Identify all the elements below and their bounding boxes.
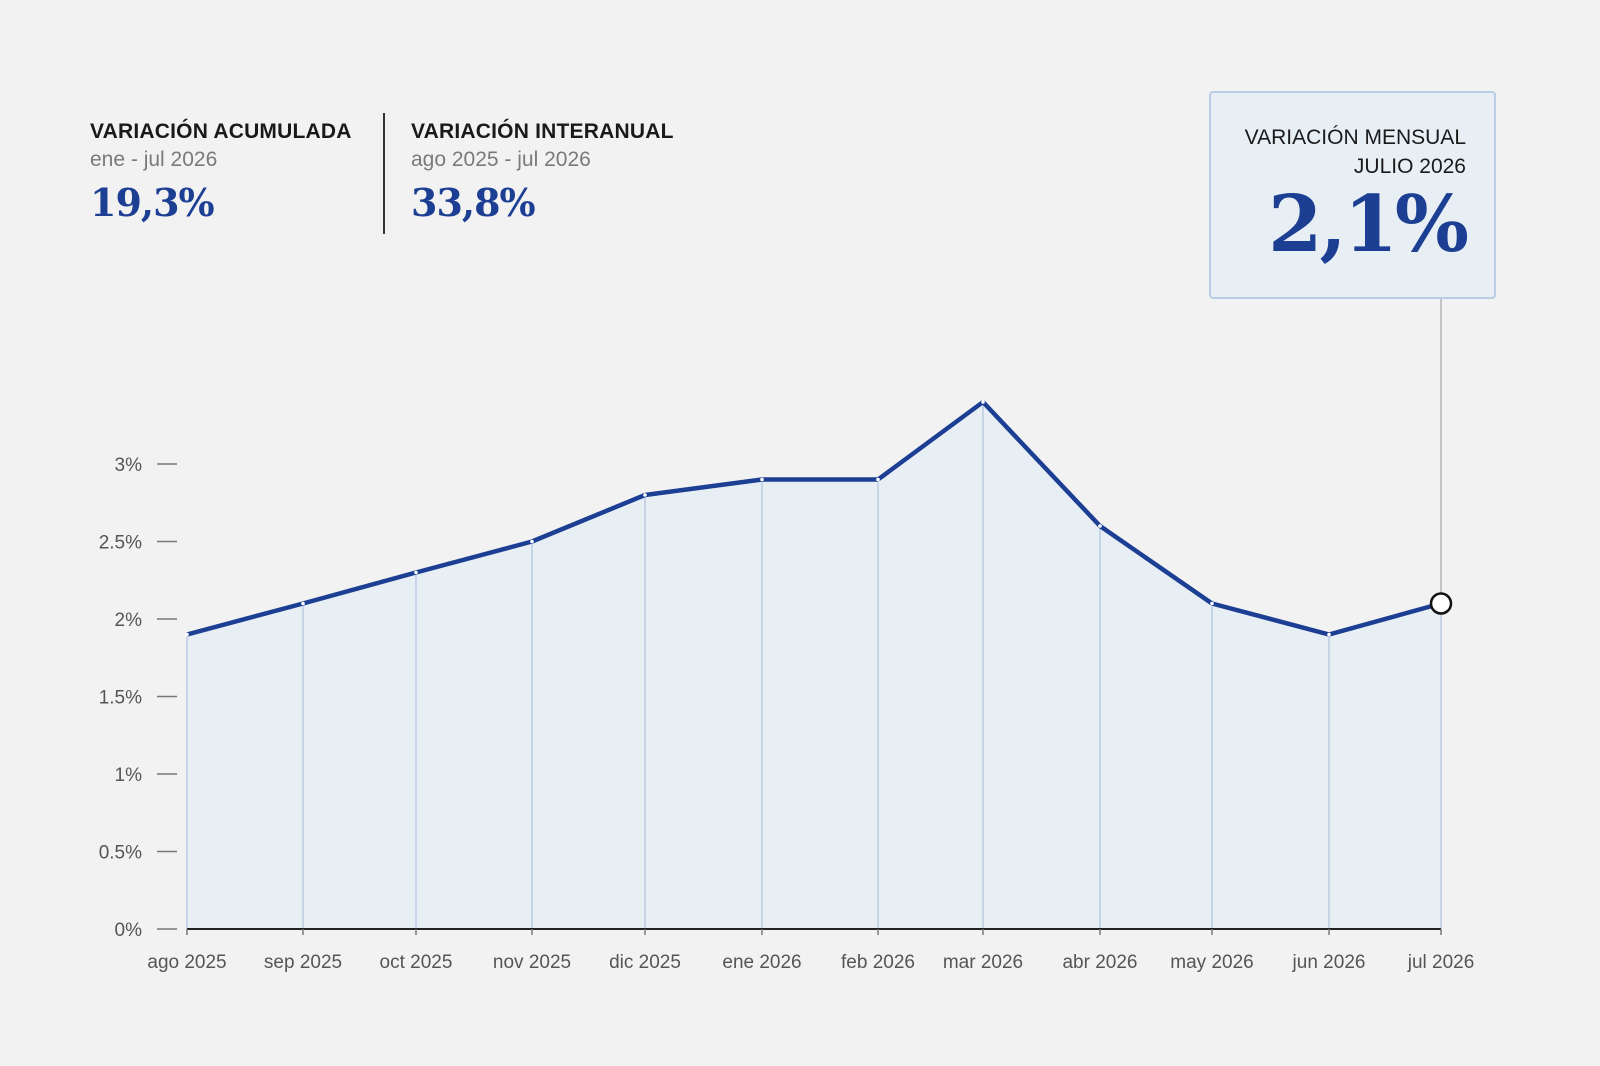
series-segment-1: [302, 570, 417, 606]
series-segment-0: [186, 601, 304, 637]
data-point-9: [1210, 601, 1214, 606]
data-point-6: [876, 477, 880, 482]
stat-acumulada-value: 19,3%: [90, 180, 215, 225]
series-segment-2: [415, 539, 533, 575]
data-point-5: [760, 477, 764, 482]
x-tick-label-8: abr 2026: [1062, 952, 1137, 973]
monthly-variation-title: VARIACIÓN MENSUAL: [1244, 126, 1466, 149]
data-point-2: [414, 570, 418, 575]
series-segment-3: [531, 492, 646, 544]
data-point-7: [981, 400, 985, 404]
data-point-0: [185, 632, 189, 637]
monthly-variation-period: JULIO 2026: [1353, 155, 1466, 178]
data-point-8: [1098, 524, 1102, 528]
y-tick-label-2: 1%: [115, 765, 143, 786]
data-point-3: [530, 539, 534, 544]
x-tick-label-9: may 2026: [1170, 952, 1253, 973]
y-tick-label-1: 0.5%: [99, 843, 142, 864]
series-segment-4: [644, 477, 763, 498]
stat-interanual-value: 33,8%: [411, 180, 536, 225]
series-segment-7: [981, 400, 1102, 528]
y-tick-label-6: 3%: [115, 455, 143, 476]
series-area: [187, 402, 1441, 929]
x-tick-label-0: ago 2025: [147, 952, 226, 973]
x-tick-label-10: jun 2026: [1292, 952, 1366, 973]
series-segment-9: [1211, 601, 1330, 637]
data-point-1: [301, 601, 305, 606]
monthly-variation-card: VARIACIÓN MENSUAL JULIO 2026 2,1%: [1209, 91, 1496, 299]
x-tick-label-1: sep 2025: [264, 952, 342, 973]
data-point-4: [643, 493, 647, 497]
y-tick-label-0: 0%: [115, 920, 143, 941]
y-tick-label-5: 2.5%: [99, 533, 142, 554]
stat-acumulada-title: VARIACIÓN ACUMULADA: [90, 120, 352, 143]
x-tick-label-4: dic 2025: [609, 952, 681, 973]
x-tick-label-7: mar 2026: [943, 952, 1023, 973]
x-tick-label-6: feb 2026: [841, 952, 915, 973]
stat-interanual-period: ago 2025 - jul 2026: [411, 148, 591, 171]
data-point-10: [1327, 632, 1331, 637]
series-segment-8: [1098, 524, 1214, 606]
stat-acumulada-period: ene - jul 2026: [90, 148, 218, 171]
y-tick-label-4: 2%: [115, 610, 143, 631]
stats-divider: [383, 113, 385, 234]
y-tick-label-3: 1.5%: [99, 688, 142, 709]
stat-acumulada: VARIACIÓN ACUMULADA ene - jul 2026 19,3%: [90, 118, 352, 225]
series-segment-10: [1328, 601, 1442, 637]
x-tick-label-3: nov 2025: [493, 952, 571, 973]
monthly-variation-value: 2,1%: [1268, 179, 1469, 270]
highlight-point-marker[interactable]: [1429, 592, 1453, 615]
stat-interanual-title: VARIACIÓN INTERANUAL: [411, 120, 674, 143]
x-tick-label-2: oct 2025: [380, 952, 453, 973]
series-segment-6: [876, 400, 985, 482]
x-tick-label-11: jul 2026: [1407, 952, 1475, 973]
stat-interanual: VARIACIÓN INTERANUAL ago 2025 - jul 2026…: [411, 118, 674, 225]
x-tick-label-5: ene 2026: [722, 952, 801, 973]
